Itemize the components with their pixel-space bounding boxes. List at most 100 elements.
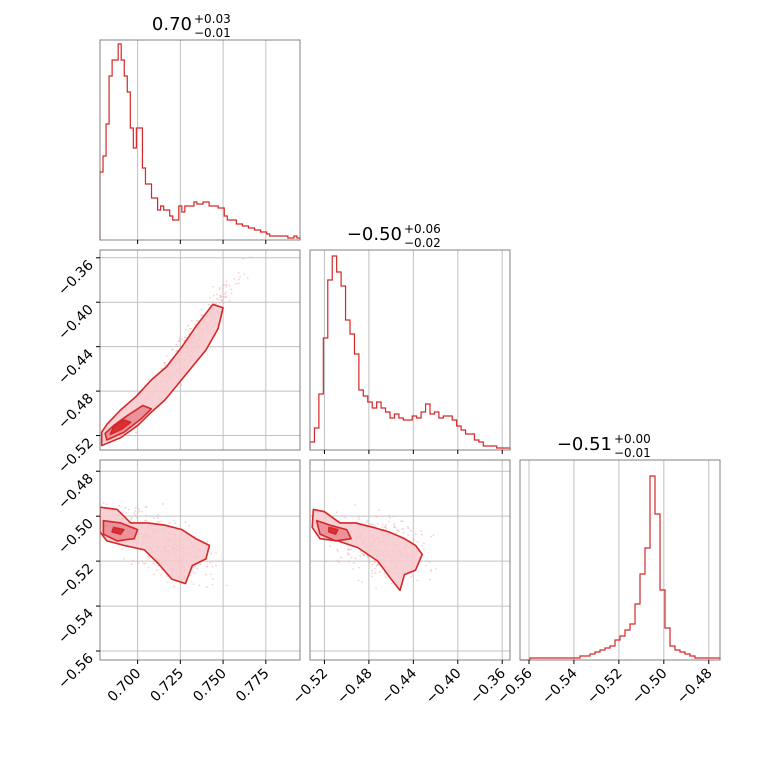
scatter-point <box>128 508 130 511</box>
scatter-point <box>238 278 240 281</box>
xtick-label-0-0: 0.700 <box>105 666 145 706</box>
scatter-point <box>374 561 376 563</box>
scatter-point <box>211 578 214 580</box>
scatter-point <box>432 534 435 536</box>
scatter-point <box>366 520 369 522</box>
scatter-point <box>228 299 231 302</box>
scatter-point <box>216 293 218 296</box>
scatter-point <box>428 560 431 563</box>
title-sub-1: −0.02 <box>404 236 441 250</box>
scatter-point <box>430 535 433 538</box>
scatter-point <box>147 378 150 381</box>
scatter-point <box>130 518 133 521</box>
scatter-point <box>365 521 368 524</box>
xtick-label-0-1: 0.725 <box>148 666 188 706</box>
scatter-point <box>124 507 127 509</box>
scatter-point <box>207 303 210 306</box>
scatter-point <box>200 314 203 316</box>
scatter-point <box>347 549 350 552</box>
scatter-point <box>218 288 221 290</box>
xtick-label-2-1: −0.54 <box>539 665 581 707</box>
scatter-point <box>376 564 379 566</box>
scatter-point <box>189 574 192 577</box>
scatter-point <box>215 551 217 554</box>
xtick-label-1-1: −0.48 <box>334 666 376 708</box>
scatter-point <box>221 287 224 290</box>
scatter-point <box>199 563 202 566</box>
scatter-point <box>145 514 147 517</box>
scatter-point <box>353 562 355 564</box>
scatter-point <box>416 540 419 543</box>
scatter-point <box>223 284 225 286</box>
scatter-point <box>399 520 402 523</box>
scatter-point <box>165 574 168 577</box>
scatter-point <box>157 514 159 516</box>
scatter-point <box>157 564 160 567</box>
ytick-label-2-0: −0.56 <box>55 650 97 692</box>
scatter-point <box>230 292 233 295</box>
ytick-label-2-4: −0.48 <box>55 471 97 513</box>
scatter-point <box>325 560 328 563</box>
ytick-label-1-2: −0.44 <box>55 346 97 388</box>
scatter-point <box>209 561 212 564</box>
scatter-point <box>401 528 404 530</box>
scatter-point <box>206 540 209 543</box>
scatter-point <box>357 516 360 519</box>
scatter-point <box>219 296 222 299</box>
scatter-point <box>138 508 141 511</box>
scatter-point <box>251 256 254 259</box>
scatter-point <box>363 515 366 518</box>
scatter-point <box>228 284 231 287</box>
scatter-point <box>159 520 161 523</box>
scatter-point <box>136 516 138 519</box>
scatter-point <box>121 548 123 550</box>
scatter-point <box>225 584 228 587</box>
scatter-point <box>164 364 166 367</box>
scatter-point <box>410 529 413 532</box>
xtick-label-2-4: −0.48 <box>674 666 716 708</box>
histogram-2 <box>520 475 721 661</box>
scatter-point <box>205 573 208 576</box>
scatter-point <box>383 572 386 574</box>
scatter-point <box>143 562 145 565</box>
scatter-point <box>225 280 228 283</box>
scatter-point <box>160 367 163 370</box>
contour-2-2 <box>328 526 339 535</box>
scatter-point <box>224 296 227 299</box>
scatter-point <box>360 550 362 553</box>
scatter-point <box>348 553 351 556</box>
scatter-point <box>413 538 415 541</box>
scatter-point <box>412 574 414 577</box>
scatter-point <box>96 513 98 515</box>
scatter-point <box>225 284 228 287</box>
scatter-point <box>125 512 128 515</box>
scatter-point <box>410 575 413 578</box>
scatter-point <box>384 576 387 579</box>
scatter-point <box>134 514 136 517</box>
scatter-point <box>416 579 419 582</box>
title-value-0: 0.70 <box>152 14 192 35</box>
scatter-point <box>336 548 339 551</box>
scatter-point <box>153 573 155 576</box>
scatter-point <box>361 552 364 555</box>
scatter-point <box>378 571 381 573</box>
scatter-point <box>381 525 384 528</box>
scatter-point <box>242 257 245 260</box>
scatter-point <box>381 523 384 526</box>
scatter-point <box>181 338 184 341</box>
scatter-point <box>192 570 194 573</box>
scatter-point <box>426 560 429 562</box>
scatter-point <box>211 560 214 563</box>
title-value-1: −0.50 <box>347 224 402 245</box>
scatter-point <box>196 567 199 570</box>
hist-frame-2 <box>519 459 721 661</box>
ytick-label-2-3: −0.50 <box>55 516 97 558</box>
scatter-point <box>429 578 431 581</box>
scatter-point <box>368 561 371 564</box>
scatter-point <box>194 323 196 326</box>
scatter-point <box>341 515 344 517</box>
scatter-point <box>371 569 374 572</box>
scatter-point <box>138 510 141 513</box>
scatter-point <box>205 586 208 588</box>
